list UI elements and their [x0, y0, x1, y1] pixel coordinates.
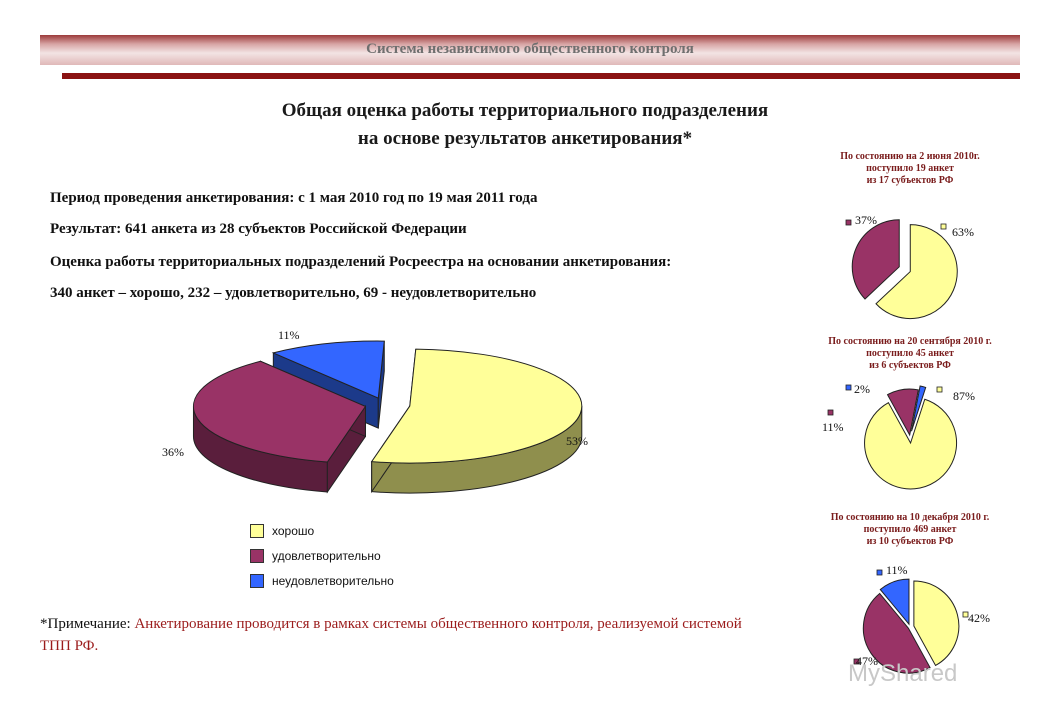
- pie4-marker-good: [962, 611, 969, 618]
- page-title: Общая оценка работы территориального под…: [150, 97, 900, 153]
- pie2-title-line3: из 17 субъектов РФ: [866, 175, 954, 186]
- pie3-label-satisfactory: 11%: [822, 420, 844, 434]
- pie3-label-good: 87%: [953, 389, 975, 403]
- pie4-title-line1: По состоянию на 10 декабря 2010 г.: [830, 512, 990, 523]
- pie3-title-line1: По состоянию на 20 сентября 2010 г.: [828, 336, 992, 347]
- footnote-label: *Примечание:: [40, 616, 131, 632]
- pie3-title-line2: поступило 45 анкет: [866, 348, 954, 359]
- info-counts: 340 анкет – хорошо, 232 – удовлетворител…: [50, 285, 537, 301]
- legend-item-unsatisfactory: неудовлетворительно: [250, 568, 394, 593]
- legend: хорошо удовлетворительно неудовлетворите…: [250, 518, 394, 593]
- pie3-marker-good: [936, 386, 943, 393]
- legend-item-satisfactory: удовлетворительно: [250, 543, 394, 568]
- pie4-slice-satisfactory: [862, 592, 931, 674]
- pie3-label-unsatisfactory: 2%: [854, 382, 870, 396]
- banner-title: Система независимого общественного контр…: [366, 41, 694, 57]
- pie2-label-good: 63%: [952, 225, 974, 239]
- pie1-label-good: 53%: [566, 434, 588, 448]
- pie2-title: По состоянию на 2 июня 2010г. поступило …: [800, 151, 1020, 187]
- pie3-slice-satisfactory: [886, 388, 919, 437]
- pie1-slice-satisfactory: [193, 360, 367, 463]
- legend-swatch-good: [250, 523, 264, 538]
- pie4-label-unsatisfactory: 11%: [886, 563, 908, 577]
- legend-swatch-unsatisfactory: [250, 573, 264, 588]
- pie2-marker-satisfactory: [845, 219, 852, 226]
- pie4-label-satisfactory: 47%: [856, 654, 878, 668]
- pie2-slice-satisfactory: [851, 219, 900, 300]
- pie4-title: По состоянию на 10 декабря 2010 г. посту…: [800, 512, 1020, 548]
- pie2-title-line2: поступило 19 анкет: [866, 163, 954, 174]
- pie4-marker-satisfactory: [853, 658, 860, 665]
- header-banner: Система независимого общественного контр…: [40, 35, 1020, 65]
- title-line-2: на основе результатов анкетирования*: [357, 128, 693, 149]
- legend-label-satisfactory: удовлетворительно: [272, 548, 381, 563]
- pie1-label-unsatisfactory: 11%: [278, 328, 300, 342]
- header-divider: [62, 73, 1020, 79]
- pie4-slice-unsatisfactory: [879, 578, 910, 626]
- legend-swatch-satisfactory: [250, 548, 264, 563]
- pie3-slice-unsatisfactory: [911, 385, 927, 432]
- footnote: *Примечание: Анкетирование проводится в …: [40, 613, 760, 657]
- pie2-label-satisfactory: 37%: [855, 213, 877, 227]
- info-assessment: Оценка работы территориальных подразделе…: [50, 254, 672, 270]
- pie1-slice-unsatisfactory: [271, 340, 385, 399]
- pie4-slice-good: [913, 580, 960, 667]
- watermark-logo: MyShared: [848, 660, 958, 687]
- legend-label-unsatisfactory: неудовлетворительно: [272, 573, 394, 588]
- pie4-label-good: 42%: [968, 611, 990, 625]
- pie4-marker-unsatisfactory: [876, 569, 883, 576]
- legend-item-good: хорошо: [250, 518, 394, 543]
- footnote-text: Анкетирование проводится в рамках систем…: [40, 616, 742, 654]
- pie3-marker-satisfactory: [827, 409, 834, 416]
- pie2-title-line1: По состоянию на 2 июня 2010г.: [840, 151, 980, 162]
- title-line-1: Общая оценка работы территориального под…: [281, 100, 769, 121]
- pie2-marker-good: [940, 223, 947, 230]
- info-period: Период проведения анкетирования: с 1 мая…: [50, 190, 538, 206]
- info-result: Результат: 641 анкета из 28 субъектов Ро…: [50, 221, 467, 237]
- pie3-slice-good: [864, 398, 958, 490]
- pie4-title-line3: из 10 субъектов РФ: [866, 536, 954, 547]
- pie3-title-line3: из 6 субъектов РФ: [869, 360, 951, 371]
- pie3-marker-unsatisfactory: [845, 384, 852, 391]
- pie4-title-line2: поступило 469 анкет: [863, 524, 957, 535]
- pie1-label-satisfactory: 36%: [162, 445, 184, 459]
- legend-label-good: хорошо: [272, 523, 315, 538]
- pie3-title: По состоянию на 20 сентября 2010 г. пост…: [800, 336, 1020, 372]
- pie2-slice-good: [875, 224, 958, 320]
- pie1-slice-good: [370, 348, 583, 464]
